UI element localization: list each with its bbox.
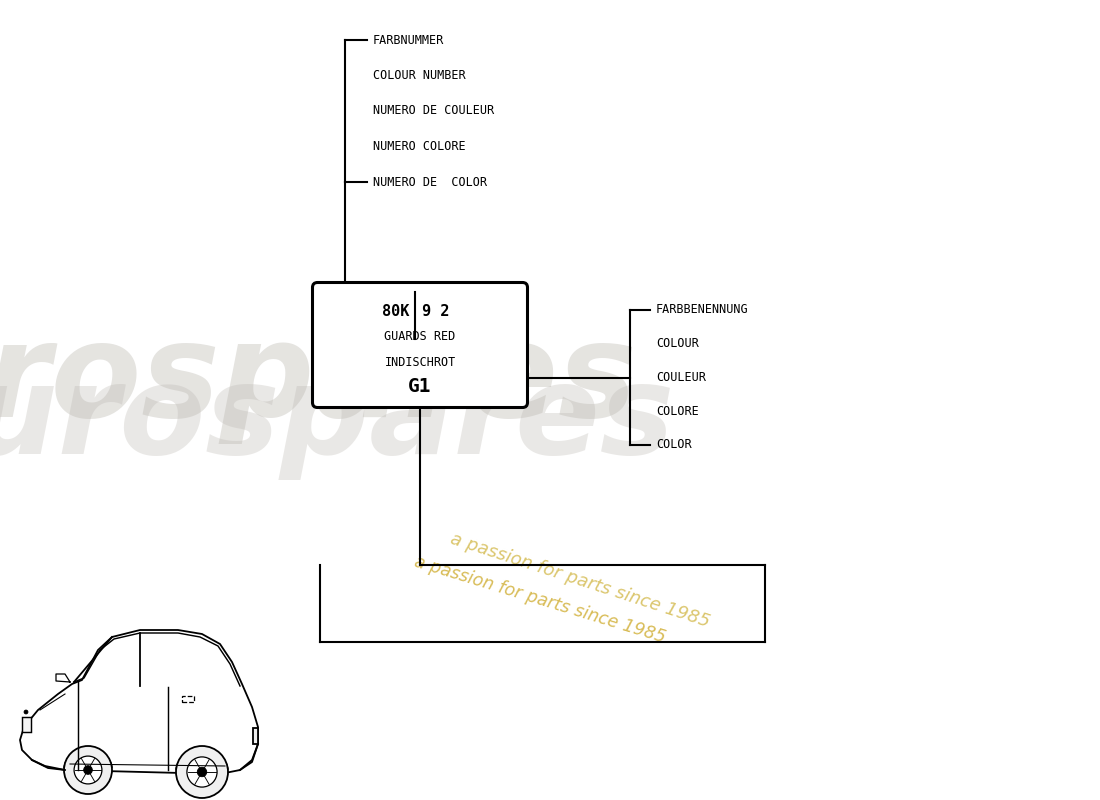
Bar	[253, 728, 258, 744]
Circle shape	[24, 710, 28, 714]
Text: NUMERO COLORE: NUMERO COLORE	[373, 140, 465, 153]
Text: eurospares: eurospares	[0, 359, 675, 481]
Bar	[22, 717, 31, 732]
Text: FARBBENENNUNG: FARBBENENNUNG	[656, 303, 749, 317]
Circle shape	[187, 757, 217, 787]
Circle shape	[176, 746, 228, 798]
Text: a passion for parts since 1985: a passion for parts since 1985	[412, 553, 668, 647]
Text: INDISCHROT: INDISCHROT	[384, 355, 455, 369]
Circle shape	[74, 756, 102, 784]
Circle shape	[64, 746, 112, 794]
Text: G1: G1	[408, 378, 431, 397]
Circle shape	[84, 766, 92, 774]
Bar	[182, 696, 194, 702]
Text: 80K: 80K	[382, 305, 409, 319]
Text: eurospares: eurospares	[0, 317, 637, 443]
Text: NUMERO DE COULEUR: NUMERO DE COULEUR	[373, 105, 494, 118]
Text: GUARDS RED: GUARDS RED	[384, 330, 455, 343]
Text: 9 2: 9 2	[422, 305, 450, 319]
Text: COLORE: COLORE	[656, 405, 699, 418]
Text: COLOUR: COLOUR	[656, 338, 699, 350]
Text: a passion for parts since 1985: a passion for parts since 1985	[448, 530, 712, 630]
Text: COULEUR: COULEUR	[656, 371, 706, 384]
Text: FARBNUMMER: FARBNUMMER	[373, 34, 444, 46]
Circle shape	[197, 767, 207, 777]
Text: COLOUR NUMBER: COLOUR NUMBER	[373, 69, 465, 82]
Text: NUMERO DE  COLOR: NUMERO DE COLOR	[373, 175, 487, 189]
FancyBboxPatch shape	[312, 282, 528, 407]
Text: COLOR: COLOR	[656, 438, 692, 451]
